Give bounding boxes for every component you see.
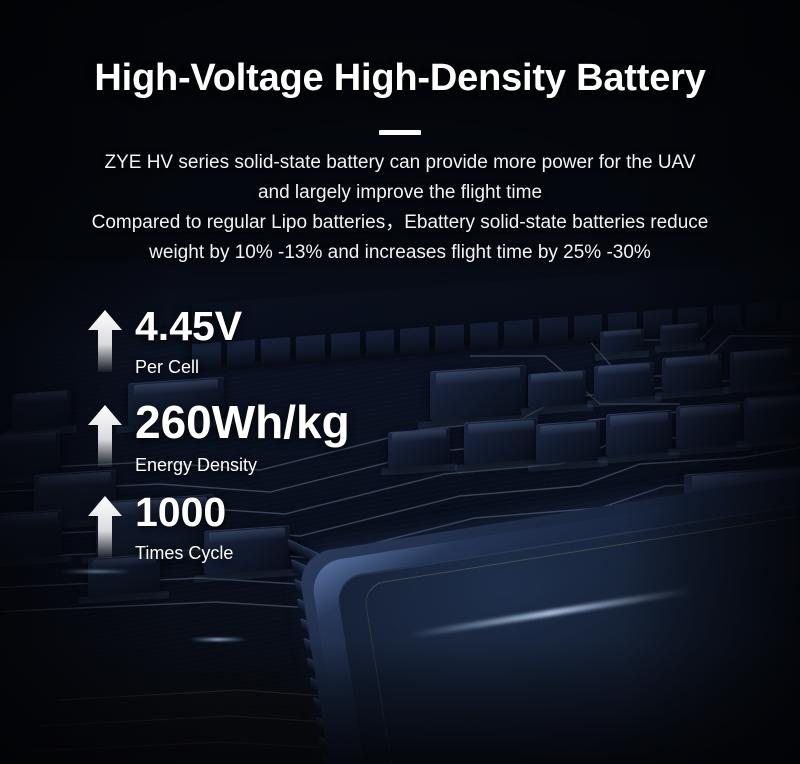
banner-title: High-Voltage High-Density Battery — [94, 57, 706, 99]
spec-text: 1000 Times Cycle — [135, 489, 234, 563]
paragraph-line: ZYE HV series solid-state battery can pr… — [104, 152, 696, 173]
spec-item-energy-density: 260Wh/kg Energy Density — [88, 399, 350, 474]
spec-value: 260Wh/kg — [135, 396, 350, 448]
up-arrow-icon — [88, 405, 122, 467]
up-arrow-icon — [88, 310, 122, 372]
title-divider — [379, 130, 421, 135]
paragraph-line: Compared to regular Lipo batteries，Ebatt… — [91, 212, 709, 233]
spec-value: 1000 — [135, 489, 227, 535]
spec-item-cycle-life: 1000 Times Cycle — [88, 492, 233, 562]
spec-text: 260Wh/kg Energy Density — [135, 399, 350, 474]
spec-text: 4.45V Per Cell — [135, 303, 243, 377]
paragraph-line: and largely improve the flight time — [257, 182, 543, 203]
spec-value: 4.45V — [135, 303, 243, 349]
spec-label: Per Cell — [135, 357, 200, 377]
spec-label: Times Cycle — [135, 543, 234, 563]
paragraph-line: weight by 10% -13% and increases flight … — [149, 242, 651, 263]
banner-paragraph-1: ZYE HV series solid-state battery can pr… — [0, 148, 800, 208]
banner-paragraph-2: Compared to regular Lipo batteries，Ebatt… — [0, 208, 800, 268]
spec-item-voltage: 4.45V Per Cell — [88, 306, 242, 376]
up-arrow-icon — [88, 496, 122, 558]
spec-label: Energy Density — [135, 455, 258, 475]
